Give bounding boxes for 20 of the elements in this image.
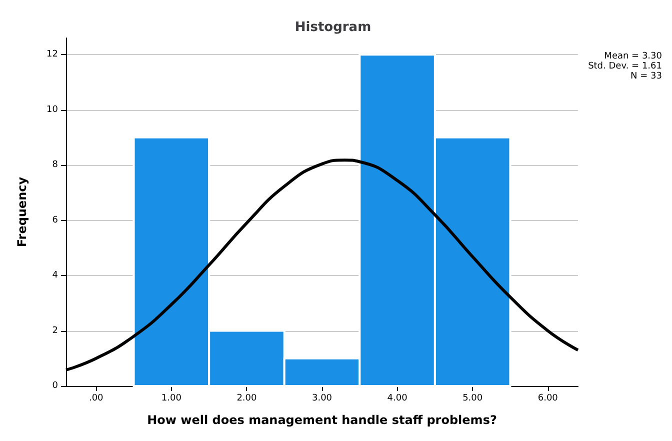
y-tick-label: 6: [52, 215, 58, 226]
x-tick-label: 3.00: [312, 394, 332, 404]
y-tick-label: 10: [46, 104, 58, 115]
x-tick-label: 2.00: [236, 394, 257, 404]
x-tick-label: 4.00: [387, 394, 408, 404]
y-tick-label: 0: [52, 381, 58, 391]
x-tick-label: 6.00: [538, 394, 558, 404]
y-tick-label: 2: [52, 326, 58, 336]
y-tick-label: 8: [52, 160, 58, 170]
x-tick-label: 1.00: [161, 394, 182, 404]
y-axis-title: Frequency: [15, 176, 29, 248]
x-tick-label: .00: [88, 394, 104, 404]
y-tick-label: 4: [52, 270, 58, 281]
x-tick-label: 5.00: [462, 394, 483, 404]
text: N = 33: [630, 72, 662, 82]
chart-title: Histogram: [294, 20, 372, 35]
x-axis-title: How well does management handle staff problems?: [147, 413, 497, 427]
text: Mean = 3.30: [604, 52, 662, 62]
text: Std. Dev. = 1.61: [588, 62, 662, 72]
y-tick-label: 12: [46, 50, 58, 60]
